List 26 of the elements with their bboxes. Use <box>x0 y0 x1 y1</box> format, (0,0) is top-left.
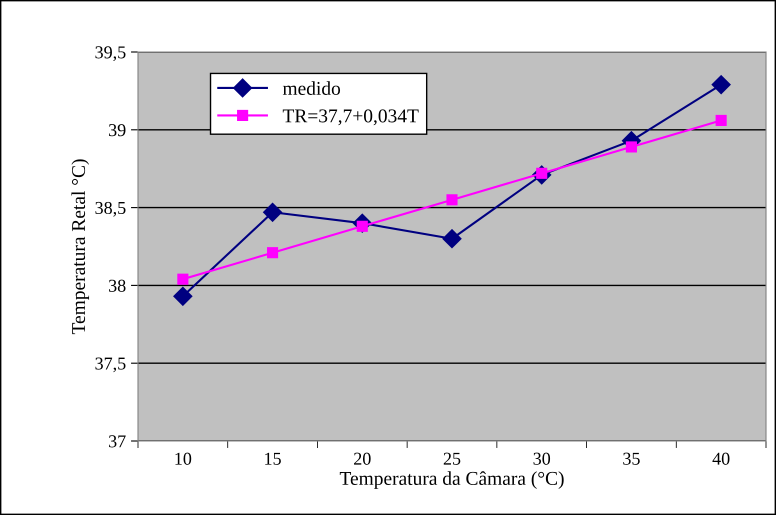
x-axis-title: Temperatura da Câmara (°C) <box>340 471 564 489</box>
y-axis-title: Temperatura Retal °C) <box>71 159 90 334</box>
point <box>177 274 188 285</box>
point <box>716 114 727 126</box>
point <box>442 229 462 248</box>
y-tick-label: 37,5 <box>95 358 126 372</box>
x-tick-label: 35 <box>623 452 640 465</box>
point <box>267 247 278 258</box>
point <box>712 75 731 94</box>
y-tick-label: 39 <box>109 124 126 136</box>
x-tick-label: 10 <box>175 452 192 465</box>
point <box>263 202 282 222</box>
y-tick-label: 38 <box>109 280 126 292</box>
point <box>626 141 637 152</box>
legend-label: medido <box>282 81 340 95</box>
x-tick-label: 30 <box>534 452 550 465</box>
x-tick-label: 25 <box>444 452 460 465</box>
legend-label: TR=37,7+0,034T <box>282 109 419 126</box>
x-tick-label: 20 <box>354 452 371 465</box>
x-tick-label: 15 <box>265 452 281 465</box>
y-tick-label: 37 <box>109 435 126 448</box>
x-tick-label: 40 <box>712 452 730 465</box>
y-tick-label: 38,5 <box>95 202 126 217</box>
point <box>446 194 458 206</box>
y-tick-label: 39,5 <box>95 46 126 62</box>
point <box>173 286 192 306</box>
